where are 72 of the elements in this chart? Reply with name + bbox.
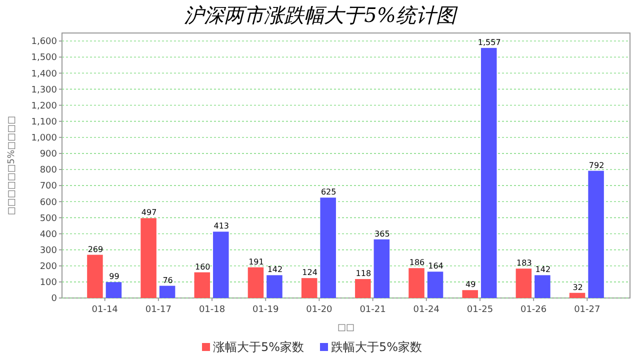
- y-tick-label: 1,000: [31, 134, 58, 144]
- y-tick-label: 100: [40, 278, 58, 288]
- y-tick-label: 1,300: [31, 85, 58, 96]
- data-label: 118: [356, 269, 372, 278]
- x-tick-label: 01-18: [198, 305, 226, 315]
- y-tick-label: 200: [40, 262, 58, 272]
- data-label: 792: [588, 160, 604, 170]
- data-label: 76: [162, 276, 173, 285]
- y-tick-label: 1,500: [31, 53, 58, 64]
- data-label: 269: [88, 244, 104, 254]
- bar: [516, 268, 532, 298]
- x-tick-label: 01-17: [145, 305, 172, 315]
- x-tick-label: 01-19: [252, 305, 279, 315]
- data-label: 497: [141, 208, 157, 218]
- bar: [87, 254, 103, 298]
- x-tick-label: 01-24: [413, 305, 440, 315]
- bar: [374, 239, 390, 298]
- bar: [213, 232, 229, 298]
- data-label: 99: [109, 272, 120, 282]
- bar: [194, 272, 210, 298]
- bar: [301, 278, 318, 298]
- data-label: 142: [267, 265, 283, 274]
- bar: [534, 275, 550, 298]
- bar: [140, 218, 156, 298]
- data-label: 124: [302, 268, 318, 278]
- data-label: 32: [572, 282, 583, 292]
- bar: [320, 198, 336, 298]
- data-label: 365: [374, 229, 390, 238]
- data-label: 191: [248, 257, 264, 266]
- bar: [408, 268, 424, 298]
- y-tick-label: 1,100: [31, 117, 58, 128]
- legend-label: 跌幅大于5%家数: [331, 340, 422, 354]
- data-label: 49: [466, 280, 476, 290]
- bar: [462, 290, 478, 298]
- data-label: 142: [535, 265, 551, 274]
- x-tick-label: 01-14: [92, 305, 118, 315]
- y-tick-label: 300: [40, 246, 58, 256]
- x-tick-label: 01-25: [466, 305, 494, 315]
- y-tick-label: 1,200: [31, 101, 58, 112]
- chart-title: 沪深两市涨跌幅大于5%统计图: [184, 3, 458, 27]
- y-tick-label: 1,600: [31, 37, 58, 48]
- bar: [569, 292, 586, 298]
- bar: [355, 279, 371, 298]
- y-tick-label: 600: [40, 198, 58, 208]
- data-label: 160: [195, 262, 210, 272]
- bar: [480, 48, 497, 298]
- legend-label: 涨幅大于5%家数: [213, 340, 304, 354]
- x-axis-title: □□: [337, 323, 355, 333]
- data-label: 164: [428, 262, 444, 271]
- data-label: 1,557: [478, 38, 501, 47]
- bar: [427, 272, 444, 298]
- bar: [248, 267, 264, 298]
- data-label: 413: [214, 222, 230, 231]
- data-label: 186: [409, 258, 425, 268]
- y-tick-label: 1,400: [31, 69, 58, 80]
- bar: [106, 282, 122, 298]
- x-tick-label: 01-27: [574, 305, 600, 315]
- data-label: 625: [320, 188, 336, 197]
- y-tick-label: 0: [51, 294, 58, 304]
- x-tick-label: 01-21: [360, 305, 386, 315]
- bar: [266, 275, 282, 298]
- y-tick-label: 900: [40, 150, 58, 160]
- bar: [159, 286, 176, 298]
- y-axis-title: □□□□□□5%□□□□: [7, 116, 17, 216]
- y-tick-label: 800: [40, 166, 58, 176]
- y-tick-label: 400: [40, 230, 58, 240]
- y-tick-label: 500: [40, 214, 58, 224]
- x-tick-label: 01-26: [520, 305, 547, 315]
- data-label: 183: [516, 258, 532, 268]
- x-tick-label: 01-20: [306, 305, 333, 315]
- y-tick-label: 700: [40, 182, 58, 192]
- bar: [588, 170, 604, 298]
